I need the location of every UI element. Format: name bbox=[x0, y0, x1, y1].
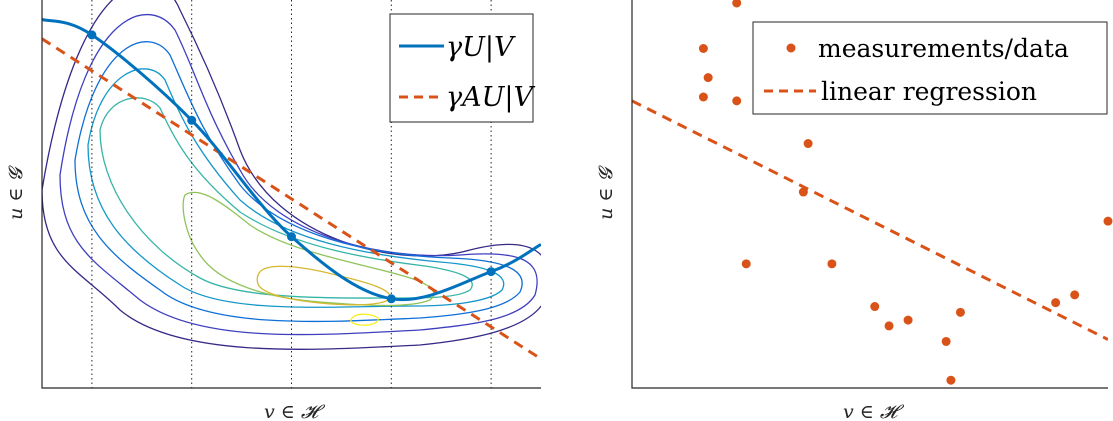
data-point-8 bbox=[798, 187, 808, 197]
series-marker-5 bbox=[486, 267, 496, 277]
left-legend-box bbox=[389, 13, 534, 123]
right-plot: measurements/data linear regression v ∈ … bbox=[595, 0, 1113, 421]
data-point-10 bbox=[870, 302, 880, 312]
right-y-axis-label: u ∈ 𝓖 bbox=[595, 164, 617, 219]
data-point-12 bbox=[903, 315, 913, 325]
series-marker-2 bbox=[187, 115, 197, 125]
left-legend: γU|V γAU|V bbox=[389, 13, 535, 123]
legend-label-gamma-u-given-v: γU|V bbox=[446, 32, 516, 63]
conditioning-lines bbox=[91, 0, 492, 388]
contour-level-8 bbox=[350, 313, 379, 326]
series-markers bbox=[87, 30, 496, 304]
data-point-14 bbox=[946, 375, 956, 385]
series-line-linear-regression bbox=[632, 99, 1108, 341]
data-point-6 bbox=[741, 259, 751, 269]
legend-label-measurements: measurements/data bbox=[818, 34, 1069, 63]
series-marker-4 bbox=[386, 294, 396, 304]
series-marker-1 bbox=[87, 30, 97, 40]
data-point-3 bbox=[698, 92, 708, 102]
legend-label-linear-regression: linear regression bbox=[821, 77, 1037, 106]
contour-level-7 bbox=[256, 265, 391, 306]
data-point-1 bbox=[698, 44, 708, 53]
left-axis-frame bbox=[41, 0, 541, 389]
series-line-gamma-a-u-given-v bbox=[42, 37, 541, 361]
series-line-gamma-u-given-v bbox=[42, 17, 541, 302]
right-legend: measurements/data linear regression bbox=[752, 21, 1108, 115]
contour-level-1 bbox=[42, 0, 541, 350]
legend-label-gamma-a-u-given-v: γAU|V bbox=[446, 82, 535, 113]
left-plot: γU|V γAU|V v ∈ 𝓗 u ∈ 𝓖 bbox=[5, 0, 541, 421]
contour-level-5 bbox=[99, 97, 473, 299]
right-axis-frame bbox=[631, 0, 1108, 389]
contour-level-3 bbox=[74, 41, 523, 323]
contour-level-2 bbox=[59, 13, 538, 336]
right-x-axis-label: v ∈ 𝓗 bbox=[843, 401, 905, 421]
data-point-4 bbox=[732, 96, 742, 106]
left-y-axis-label: u ∈ 𝓖 bbox=[5, 164, 27, 219]
data-point-15 bbox=[955, 307, 965, 317]
data-point-13 bbox=[941, 336, 951, 346]
series-points-measurements bbox=[698, 0, 1113, 385]
data-point-9 bbox=[827, 259, 837, 269]
data-point-7 bbox=[803, 139, 813, 149]
series-marker-3 bbox=[287, 232, 296, 242]
data-point-18 bbox=[1103, 216, 1113, 226]
legend-swatch-measurements bbox=[786, 43, 796, 53]
left-x-axis-label: v ∈ 𝓗 bbox=[264, 401, 326, 421]
data-point-17 bbox=[1070, 290, 1080, 300]
data-point-5 bbox=[732, 0, 742, 8]
data-point-16 bbox=[1051, 298, 1061, 308]
contour-level-6 bbox=[182, 191, 435, 307]
right-legend-box bbox=[752, 21, 1108, 115]
data-point-2 bbox=[703, 73, 713, 83]
data-point-11 bbox=[884, 321, 894, 331]
